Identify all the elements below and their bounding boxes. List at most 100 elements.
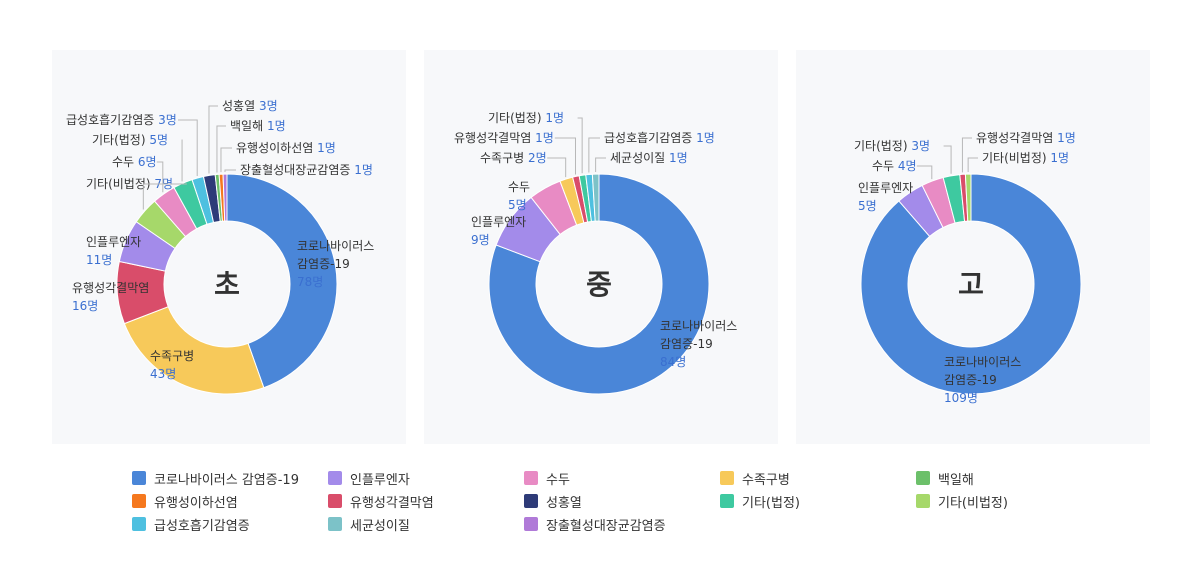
slice-label-text: 장출혈성대장균감염증 1명	[240, 163, 373, 177]
slice-value-text: 5명	[149, 133, 168, 147]
slice-label-text: 수두 6명	[112, 155, 157, 169]
slice-value-text: 1명	[354, 163, 373, 177]
slice-label-수족구병: 수족구병 2명	[480, 151, 567, 178]
legend-label: 수족구병	[742, 472, 790, 488]
slice-label-text: 기타(법정) 5명	[92, 133, 168, 147]
slice-label-기타-법정: 기타(법정) 1명	[488, 111, 583, 174]
legend-swatch	[524, 471, 538, 485]
slice-value-text: 16명	[72, 299, 98, 313]
slice-label-text: 유행성각결막염 1명	[454, 130, 554, 145]
leader-line	[967, 157, 978, 173]
slice-코로나바이러스-감염증-19[interactable]	[226, 173, 338, 389]
legend-item-인플루엔자[interactable]: 인플루엔자	[328, 468, 410, 488]
slice-label-기타-비법정: 기타(비법정) 1명	[967, 151, 1069, 173]
legend-label: 세균성이질	[350, 518, 410, 534]
legend-label: 급성호흡기감염증	[154, 518, 250, 534]
slice-코로나바이러스-감염증-19[interactable]	[488, 173, 710, 395]
legend-swatch	[524, 494, 538, 508]
legend-swatch	[328, 471, 342, 485]
slice-value-text: 1명	[267, 119, 286, 133]
slice-value-text: 6명	[138, 155, 157, 169]
slice-코로나바이러스-감염증-19[interactable]	[860, 173, 1082, 395]
slice-세균성이질[interactable]	[591, 173, 600, 222]
leader-line	[142, 183, 187, 210]
legend-item-코로나바이러스-감염증-19[interactable]: 코로나바이러스 감염증-19	[132, 468, 299, 488]
legend-swatch	[720, 471, 734, 485]
slice-label-text: 감염증-19	[297, 257, 350, 271]
legend-label: 코로나바이러스 감염증-19	[154, 472, 299, 488]
center-label: 고	[958, 268, 984, 301]
slice-장출혈성대장균감염증[interactable]	[222, 173, 228, 222]
slice-label-백일해: 백일해 1명	[216, 119, 286, 173]
slice-label-text: 수두 4명	[872, 159, 917, 173]
center-label: 초	[214, 268, 240, 301]
slice-value-text: 5명	[508, 198, 527, 212]
legend-item-백일해[interactable]: 백일해	[916, 468, 974, 488]
slice-label-text: 인플루엔자	[86, 235, 141, 249]
legend-item-세균성이질[interactable]: 세균성이질	[328, 514, 410, 534]
legend-item-유행성이하선염[interactable]: 유행성이하선염	[132, 491, 238, 511]
slice-value-text: 3명	[259, 99, 278, 113]
legend-item-기타-법정[interactable]: 기타(법정)	[720, 491, 800, 511]
legend-label: 장출혈성대장균감염증	[546, 518, 666, 534]
slice-label-text: 코로나바이러스	[660, 319, 737, 333]
legend-label: 수두	[546, 472, 570, 488]
slice-value-text: 3명	[158, 113, 177, 127]
slice-label-인플루엔자: 인플루엔자 5명	[858, 181, 913, 213]
slice-label-text: 인플루엔자	[858, 181, 913, 195]
legend-item-수족구병[interactable]: 수족구병	[720, 468, 790, 488]
leader-line	[178, 119, 198, 177]
slice-기타-비법정[interactable]	[964, 173, 972, 222]
slice-label-급성호흡기감염증: 급성호흡기감염증 1명	[588, 131, 715, 173]
legend-label: 유행성각결막염	[350, 495, 434, 511]
legend-item-유행성각결막염[interactable]: 유행성각결막염	[328, 491, 434, 511]
legend-swatch	[328, 494, 342, 508]
slice-value-text: 1명	[1050, 151, 1069, 165]
slice-label-유행성각결막염: 유행성각결막염 1명	[454, 130, 576, 175]
slice-label-수두: 수두 4명	[872, 159, 933, 180]
slice-label-text: 기타(법정) 3명	[854, 139, 930, 153]
slice-value-text: 78명	[297, 275, 323, 289]
legend-item-수두[interactable]: 수두	[524, 468, 570, 488]
legend-item-기타-비법정[interactable]: 기타(비법정)	[916, 491, 1008, 511]
legend-item-급성호흡기감염증[interactable]: 급성호흡기감염증	[132, 514, 250, 534]
slice-label-수족구병: 수족구병 43명	[150, 349, 194, 381]
leader-line	[216, 125, 226, 173]
legend-item-장출혈성대장균감염증[interactable]: 장출혈성대장균감염증	[524, 514, 666, 534]
legend-label: 기타(법정)	[742, 495, 800, 511]
slice-label-text: 유행성각결막염 1명	[976, 130, 1076, 145]
leader-line	[588, 137, 600, 173]
legend-label: 기타(비법정)	[938, 495, 1008, 511]
slice-수족구병[interactable]	[123, 306, 265, 395]
slice-label-text: 백일해 1명	[230, 119, 286, 133]
legend-swatch	[132, 494, 146, 508]
leader-line	[208, 105, 218, 174]
legend-swatch	[132, 471, 146, 485]
slice-value-text: 1명	[317, 141, 336, 155]
slice-label-유행성각결막염: 유행성각결막염 16명	[72, 280, 149, 313]
slice-label-text: 유행성이하선염 1명	[236, 140, 336, 155]
legend-label: 백일해	[938, 472, 974, 488]
slice-value-text: 5명	[858, 199, 877, 213]
slice-value-text: 11명	[86, 253, 112, 267]
slice-label-text: 유행성각결막염	[72, 280, 149, 295]
leader-line	[943, 145, 952, 174]
legend-item-성홍열[interactable]: 성홍열	[524, 491, 582, 511]
leader-line	[577, 117, 583, 174]
slice-label-인플루엔자: 인플루엔자 11명	[86, 235, 141, 267]
slice-label-text: 성홍열 3명	[222, 99, 278, 113]
slice-label-text: 감염증-19	[660, 337, 713, 351]
legend-label: 인플루엔자	[350, 472, 410, 488]
slice-label-세균성이질: 세균성이질 1명	[595, 151, 688, 173]
chart-panel-high: 고 코로나바이러스 감염증-19 109명 인플루엔자 5명 수두 4명 기타(법정) 3명 유…	[796, 50, 1150, 444]
legend-swatch	[720, 494, 734, 508]
slice-value-text: 2명	[528, 151, 547, 165]
slice-label-text: 코로나바이러스	[297, 239, 374, 253]
legend-swatch	[916, 494, 930, 508]
slice-label-text: 급성호흡기감염증 1명	[604, 131, 715, 145]
